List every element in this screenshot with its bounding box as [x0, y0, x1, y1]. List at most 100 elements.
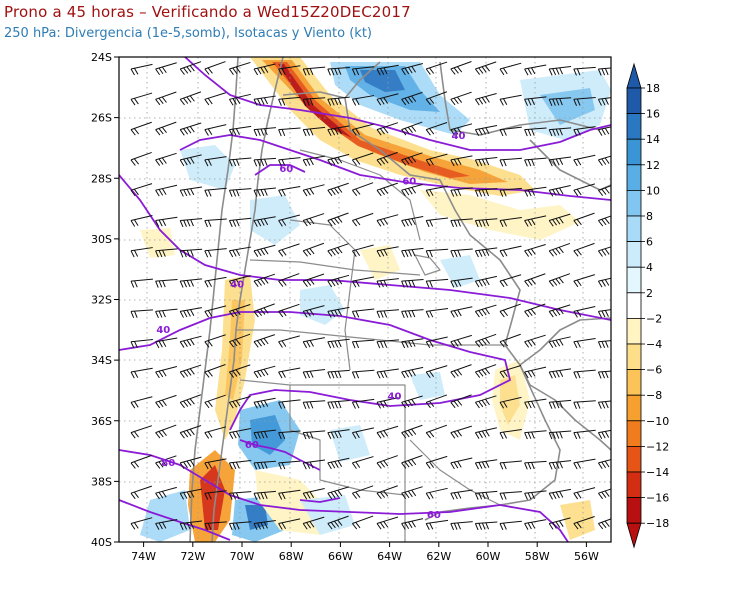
wind-barb-feather [601, 341, 606, 349]
wind-barb-feather [425, 341, 431, 348]
wind-barb-feather [552, 462, 557, 470]
wind-barb-feather [429, 67, 435, 74]
wind-barb-feather [457, 430, 462, 437]
wind-barb-feather [190, 279, 194, 287]
wind-barb-feather [530, 339, 536, 346]
wind-barb-feather [281, 432, 286, 440]
wind-barb-feather [502, 309, 508, 317]
wind-barb-feather [555, 68, 560, 75]
wind-barb-feather [530, 248, 536, 255]
wind-barb-feather [208, 554, 211, 560]
wind-barb-feather [453, 523, 458, 530]
wind-barb-feather [453, 159, 459, 166]
chart-subtitle: 250 hPa: Divergencia (1e-5,somb), Isotac… [4, 26, 372, 41]
wind-barb-feather [604, 279, 610, 286]
wind-barb-feather [597, 371, 602, 379]
wind-barb-feather [503, 219, 507, 227]
wind-barb-feather [485, 189, 490, 197]
wind-barb-feather [158, 158, 164, 165]
lon-label: 60W [476, 550, 501, 563]
wind-barb-feather [330, 522, 336, 529]
wind-barb-feather [604, 490, 610, 497]
wind-barb-feather [478, 98, 484, 105]
wind-barb-feather [327, 341, 332, 349]
wind-barb-feather [253, 129, 258, 137]
wind-barb-feather [130, 341, 135, 349]
wind-barb-feather [380, 68, 385, 75]
wind-barb [598, 547, 619, 554]
wind-barb-feather [351, 280, 357, 288]
wind-barb-feather [228, 523, 233, 531]
wind-barb-feather [179, 523, 184, 531]
wind-barb-feather [598, 189, 604, 197]
wind-barb-feather [474, 129, 480, 136]
wind-barb-feather [207, 159, 212, 166]
wind-barb-feather [253, 523, 258, 531]
wind-barb-feather [130, 159, 136, 166]
wind-barb-feather [183, 67, 189, 74]
wind-barb-feather [228, 159, 233, 167]
wind-barb-feather [576, 492, 582, 499]
wind-barb-feather [474, 159, 479, 167]
wind-barb-feather [204, 462, 209, 470]
wind-barb-feather [155, 311, 159, 318]
wind-barb-feather [380, 371, 384, 379]
wind-barb-feather [155, 129, 161, 136]
wind-barb-feather [330, 310, 336, 318]
wind-barb-feather [330, 128, 335, 136]
wind-barb-feather [278, 523, 283, 530]
wind-barb-feather [474, 462, 479, 470]
wind-barb-feather [228, 68, 234, 75]
colorbar-label: −8 [646, 389, 662, 402]
wind-barb-feather [601, 98, 606, 106]
wind-barb-feather [379, 158, 386, 165]
wind-barb-feather [474, 432, 480, 439]
wind-barb-feather [478, 159, 483, 167]
wind-barb-feather [179, 401, 185, 409]
wind-barb-feather [478, 310, 484, 317]
wind-barb-feather [302, 523, 308, 530]
wind-barb-feather [232, 340, 238, 347]
wind-barb-feather [162, 249, 166, 257]
wind-barb-feather [309, 128, 314, 136]
wind-barb-feather [559, 128, 563, 136]
wind-barb-feather [453, 370, 459, 377]
wind-barb-feather [253, 371, 259, 379]
wind-barb-feather [257, 492, 261, 500]
wind-barb-feather [402, 554, 405, 560]
wind-barb-feather [457, 339, 462, 346]
wind-barb-feather [559, 401, 563, 409]
wind-barb-feather [306, 159, 311, 166]
wind-barb-feather [573, 492, 579, 500]
wind-barb-feather [531, 492, 535, 500]
wind-barb-feather [330, 218, 336, 226]
wind-barb-feather [411, 218, 416, 225]
lon-label: 74W [131, 550, 156, 563]
wind-barb-feather [576, 371, 581, 379]
wind-barb-feather [503, 492, 507, 500]
wind-barb-feather [485, 461, 490, 468]
wind-barb-feather [559, 550, 563, 556]
wind-barb-feather [183, 250, 187, 258]
wind-barb-feather [450, 159, 455, 167]
wind-barb-feather [204, 129, 209, 136]
wind-barb-feather [407, 188, 413, 195]
wind-barb-feather [133, 158, 140, 165]
wind-barb-feather [189, 338, 195, 346]
wind-barb-feather [499, 250, 504, 258]
wind-barb-feather [256, 340, 262, 347]
wind-barb-feather [235, 189, 240, 197]
wind-barb-feather [481, 249, 486, 257]
wind-barb-feather [257, 432, 261, 439]
wind-barb-feather [474, 523, 479, 531]
wind-barb-feather [450, 189, 455, 197]
wind-barb-feather [376, 129, 382, 136]
wind-barb-feather [161, 460, 167, 467]
wind-barb-feather [183, 189, 188, 197]
wind-barb-feather [478, 462, 483, 469]
wind-barb-feather [376, 462, 382, 469]
wind-barb-feather [162, 340, 167, 347]
wind-barb-feather [228, 99, 234, 106]
wind-barb-feather [204, 250, 209, 258]
wind-barb-feather [573, 341, 578, 349]
